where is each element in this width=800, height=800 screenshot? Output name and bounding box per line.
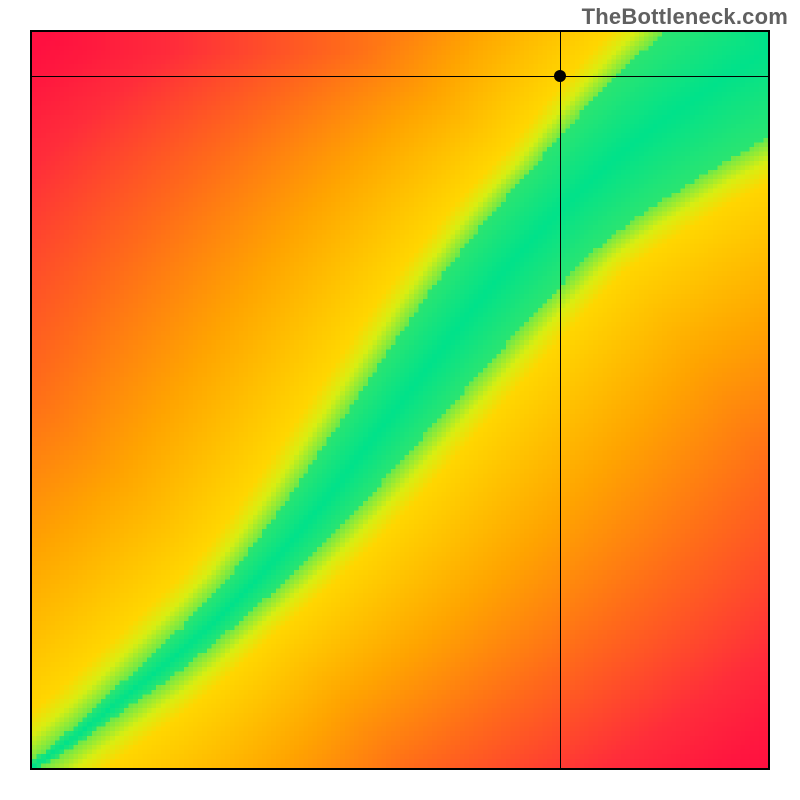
plot-area <box>30 30 770 770</box>
heatmap-canvas <box>32 32 768 768</box>
crosshair-vertical <box>560 32 561 768</box>
crosshair-horizontal <box>32 76 768 77</box>
chart-container: TheBottleneck.com <box>0 0 800 800</box>
watermark-text: TheBottleneck.com <box>582 4 788 30</box>
